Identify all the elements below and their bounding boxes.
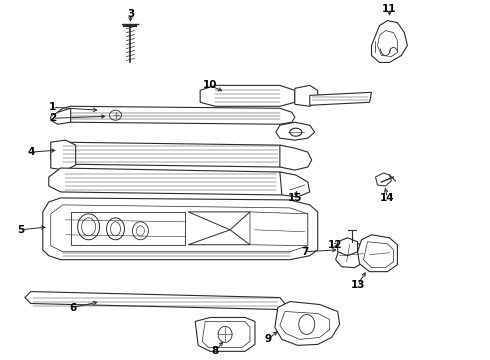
- Polygon shape: [377, 31, 397, 57]
- Text: 8: 8: [212, 346, 219, 356]
- Text: 2: 2: [49, 113, 56, 123]
- Text: 12: 12: [327, 240, 342, 250]
- Text: 4: 4: [27, 147, 34, 157]
- Polygon shape: [51, 108, 71, 124]
- Text: 5: 5: [17, 225, 24, 235]
- Polygon shape: [364, 242, 393, 268]
- Polygon shape: [188, 212, 250, 230]
- Polygon shape: [295, 85, 318, 106]
- Polygon shape: [25, 292, 285, 310]
- Polygon shape: [51, 140, 75, 170]
- Polygon shape: [336, 242, 368, 268]
- Polygon shape: [275, 302, 340, 345]
- Text: 1: 1: [49, 102, 56, 112]
- Text: 3: 3: [127, 9, 134, 19]
- Polygon shape: [188, 230, 250, 245]
- Polygon shape: [358, 235, 397, 272]
- Polygon shape: [58, 106, 295, 124]
- Polygon shape: [43, 198, 318, 260]
- Polygon shape: [49, 168, 300, 195]
- Polygon shape: [371, 21, 407, 62]
- Text: 9: 9: [264, 334, 271, 345]
- Text: 15: 15: [288, 193, 302, 203]
- Text: 11: 11: [382, 4, 397, 14]
- Text: 13: 13: [350, 280, 365, 289]
- Polygon shape: [310, 92, 371, 105]
- Text: 6: 6: [69, 302, 76, 312]
- Polygon shape: [276, 122, 315, 140]
- Polygon shape: [200, 85, 295, 106]
- Polygon shape: [280, 172, 310, 197]
- Text: 10: 10: [203, 80, 218, 90]
- Text: 14: 14: [380, 193, 395, 203]
- Polygon shape: [280, 311, 330, 339]
- Polygon shape: [195, 318, 255, 351]
- Polygon shape: [375, 173, 392, 186]
- Polygon shape: [51, 205, 308, 252]
- Polygon shape: [202, 321, 250, 347]
- Polygon shape: [338, 238, 358, 256]
- Polygon shape: [71, 212, 185, 245]
- Polygon shape: [280, 145, 312, 170]
- Text: 7: 7: [301, 247, 309, 257]
- Polygon shape: [250, 212, 308, 246]
- Polygon shape: [51, 142, 300, 167]
